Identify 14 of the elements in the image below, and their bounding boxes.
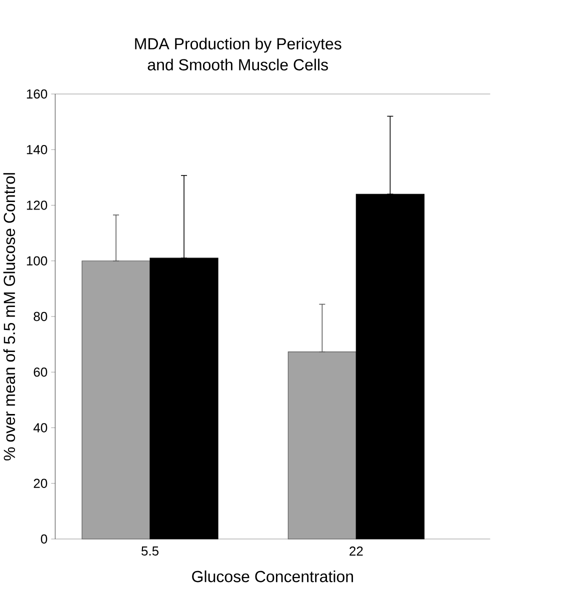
y-tick-label: 60 — [34, 368, 48, 377]
x-tick-label: 5.5 — [141, 546, 158, 556]
y-tick-label: 0 — [40, 534, 48, 544]
y-tick-label: 100 — [26, 256, 48, 266]
y-tick-label: 40 — [33, 423, 48, 432]
y-tick-label: 140 — [26, 145, 48, 154]
chart-title: MDA Production by Pericytes and Smooth Muscle Cells — [135, 38, 342, 70]
x-tick-label: 22 — [350, 546, 363, 556]
y-tick-label: 20 — [34, 478, 48, 488]
y-tick-label: 80 — [34, 312, 48, 322]
y-axis-title: % over mean of 5.5 mM Glucose Control — [3, 173, 16, 460]
y-tick-label: 120 — [26, 200, 48, 210]
x-axis-title: Glucose Concentration — [192, 570, 353, 582]
y-tick-label: 160 — [26, 89, 48, 99]
